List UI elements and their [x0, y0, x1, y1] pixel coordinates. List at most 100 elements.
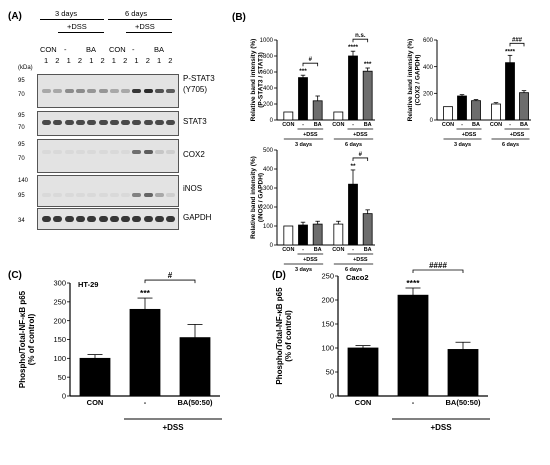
blot-band — [132, 193, 142, 197]
blot-band — [98, 216, 108, 222]
y-tick-label: 800 — [263, 54, 274, 60]
blot-band — [166, 89, 176, 93]
blot-sublabel-pstat3: (Y705) — [183, 85, 208, 94]
lane-number: 2 — [77, 56, 83, 65]
significance-mark: **** — [406, 278, 420, 288]
blot-band — [155, 150, 164, 154]
lane-number: 2 — [123, 56, 128, 65]
dss-label: +DSS — [303, 132, 318, 138]
blot-label-pstat3: P-STAT3 — [183, 74, 215, 83]
bar — [347, 347, 379, 397]
blot-band — [87, 216, 97, 222]
blot-band — [143, 193, 153, 197]
category-label: BA — [520, 122, 528, 128]
blot-band — [132, 150, 142, 154]
group-label: 6 days — [345, 267, 362, 273]
blot-band — [42, 120, 51, 125]
category-label: CON — [282, 247, 294, 253]
lane-number: 2 — [145, 56, 150, 65]
blot-band — [132, 89, 142, 93]
blot-band — [155, 120, 164, 125]
group-6days-label: 6 days — [125, 9, 148, 18]
blot-band — [42, 193, 51, 197]
blot-stat3 — [37, 111, 179, 136]
bar — [348, 183, 358, 246]
significance-label: n.s. — [355, 33, 366, 39]
significance-label: ### — [512, 37, 523, 43]
significance-label: # — [309, 57, 313, 63]
bar — [348, 55, 358, 121]
category-label: - — [461, 122, 463, 128]
y-tick-label: 200 — [263, 102, 274, 108]
bar — [283, 225, 294, 246]
dss-label-3d: +DSS — [67, 22, 87, 31]
kda-marker: 34 — [18, 218, 25, 224]
lane-number: 2 — [100, 56, 105, 65]
significance-label: #### — [429, 261, 447, 270]
y-axis-label: (COX2 / GAPDH) — [415, 55, 422, 106]
y-axis-label: Phospho/Total-NF-κB p65 — [275, 287, 284, 385]
significance-bracket — [144, 279, 196, 284]
panel-a-label: (A) — [8, 11, 22, 22]
y-axis-label: (iNOS / GAPDH) — [258, 173, 265, 222]
panel-d-label: (D) — [272, 270, 286, 281]
blot-band — [98, 150, 108, 154]
y-axis-label: Relative band intensity (%) — [250, 156, 257, 239]
kda-marker: 70 — [18, 125, 25, 131]
category-label: BA — [314, 122, 322, 128]
blot-band — [87, 89, 97, 93]
significance-bracket — [302, 62, 319, 67]
blot-band — [64, 216, 74, 222]
blot-band — [75, 150, 85, 154]
category-label: - — [412, 398, 415, 407]
category-label: CON — [355, 398, 372, 407]
category-label: - — [302, 122, 304, 128]
blot-band — [121, 89, 131, 93]
significance-mark: *** — [140, 288, 151, 298]
y-tick-label: 500 — [263, 148, 274, 154]
blot-band — [87, 193, 97, 197]
y-tick-label: 0 — [62, 392, 66, 401]
blot-band — [166, 120, 176, 125]
kda-marker: 95 — [18, 113, 25, 119]
y-tick-label: 150 — [53, 335, 66, 344]
group-label: 6 days — [345, 142, 362, 148]
y-axis-label: Phospho/Total-NF-κB p65 — [18, 290, 27, 388]
category-label: - — [352, 247, 354, 253]
bar — [333, 223, 344, 246]
significance-mark: **** — [505, 48, 516, 55]
lane-group-label: - — [64, 45, 67, 54]
y-tick-label: 100 — [321, 344, 334, 353]
blot-pstat3 — [37, 74, 179, 108]
y-tick-label: 100 — [53, 354, 66, 363]
blot-band — [109, 120, 119, 125]
lane-group-label: BA — [154, 45, 165, 54]
group-6days-line — [108, 19, 172, 20]
y-axis-label: Relative band intensity (%) — [250, 39, 257, 122]
blot-band — [53, 193, 63, 197]
bar — [397, 294, 429, 397]
chart-title: HT-29 — [78, 280, 98, 289]
bar — [362, 213, 373, 246]
category-label: BA(50:50) — [177, 398, 213, 407]
y-tick-label: 0 — [430, 118, 434, 124]
blot-band — [121, 193, 131, 197]
blot-band — [53, 89, 63, 93]
lane-number: 2 — [168, 56, 173, 65]
blot-cox2 — [37, 139, 179, 173]
y-tick-label: 1000 — [260, 38, 274, 44]
kda-marker: 70 — [18, 156, 25, 162]
blot-inos — [37, 175, 179, 207]
bar — [179, 337, 211, 397]
bar — [129, 308, 161, 397]
y-tick-label: 200 — [53, 316, 66, 325]
bar — [79, 357, 111, 397]
category-label: - — [302, 247, 304, 253]
group-label: 3 days — [295, 267, 312, 273]
category-label: - — [352, 122, 354, 128]
kda-marker: 95 — [18, 78, 25, 84]
blot-band — [109, 216, 119, 222]
dss-label: +DSS — [353, 257, 368, 263]
dss-label: +DSS — [430, 423, 452, 432]
